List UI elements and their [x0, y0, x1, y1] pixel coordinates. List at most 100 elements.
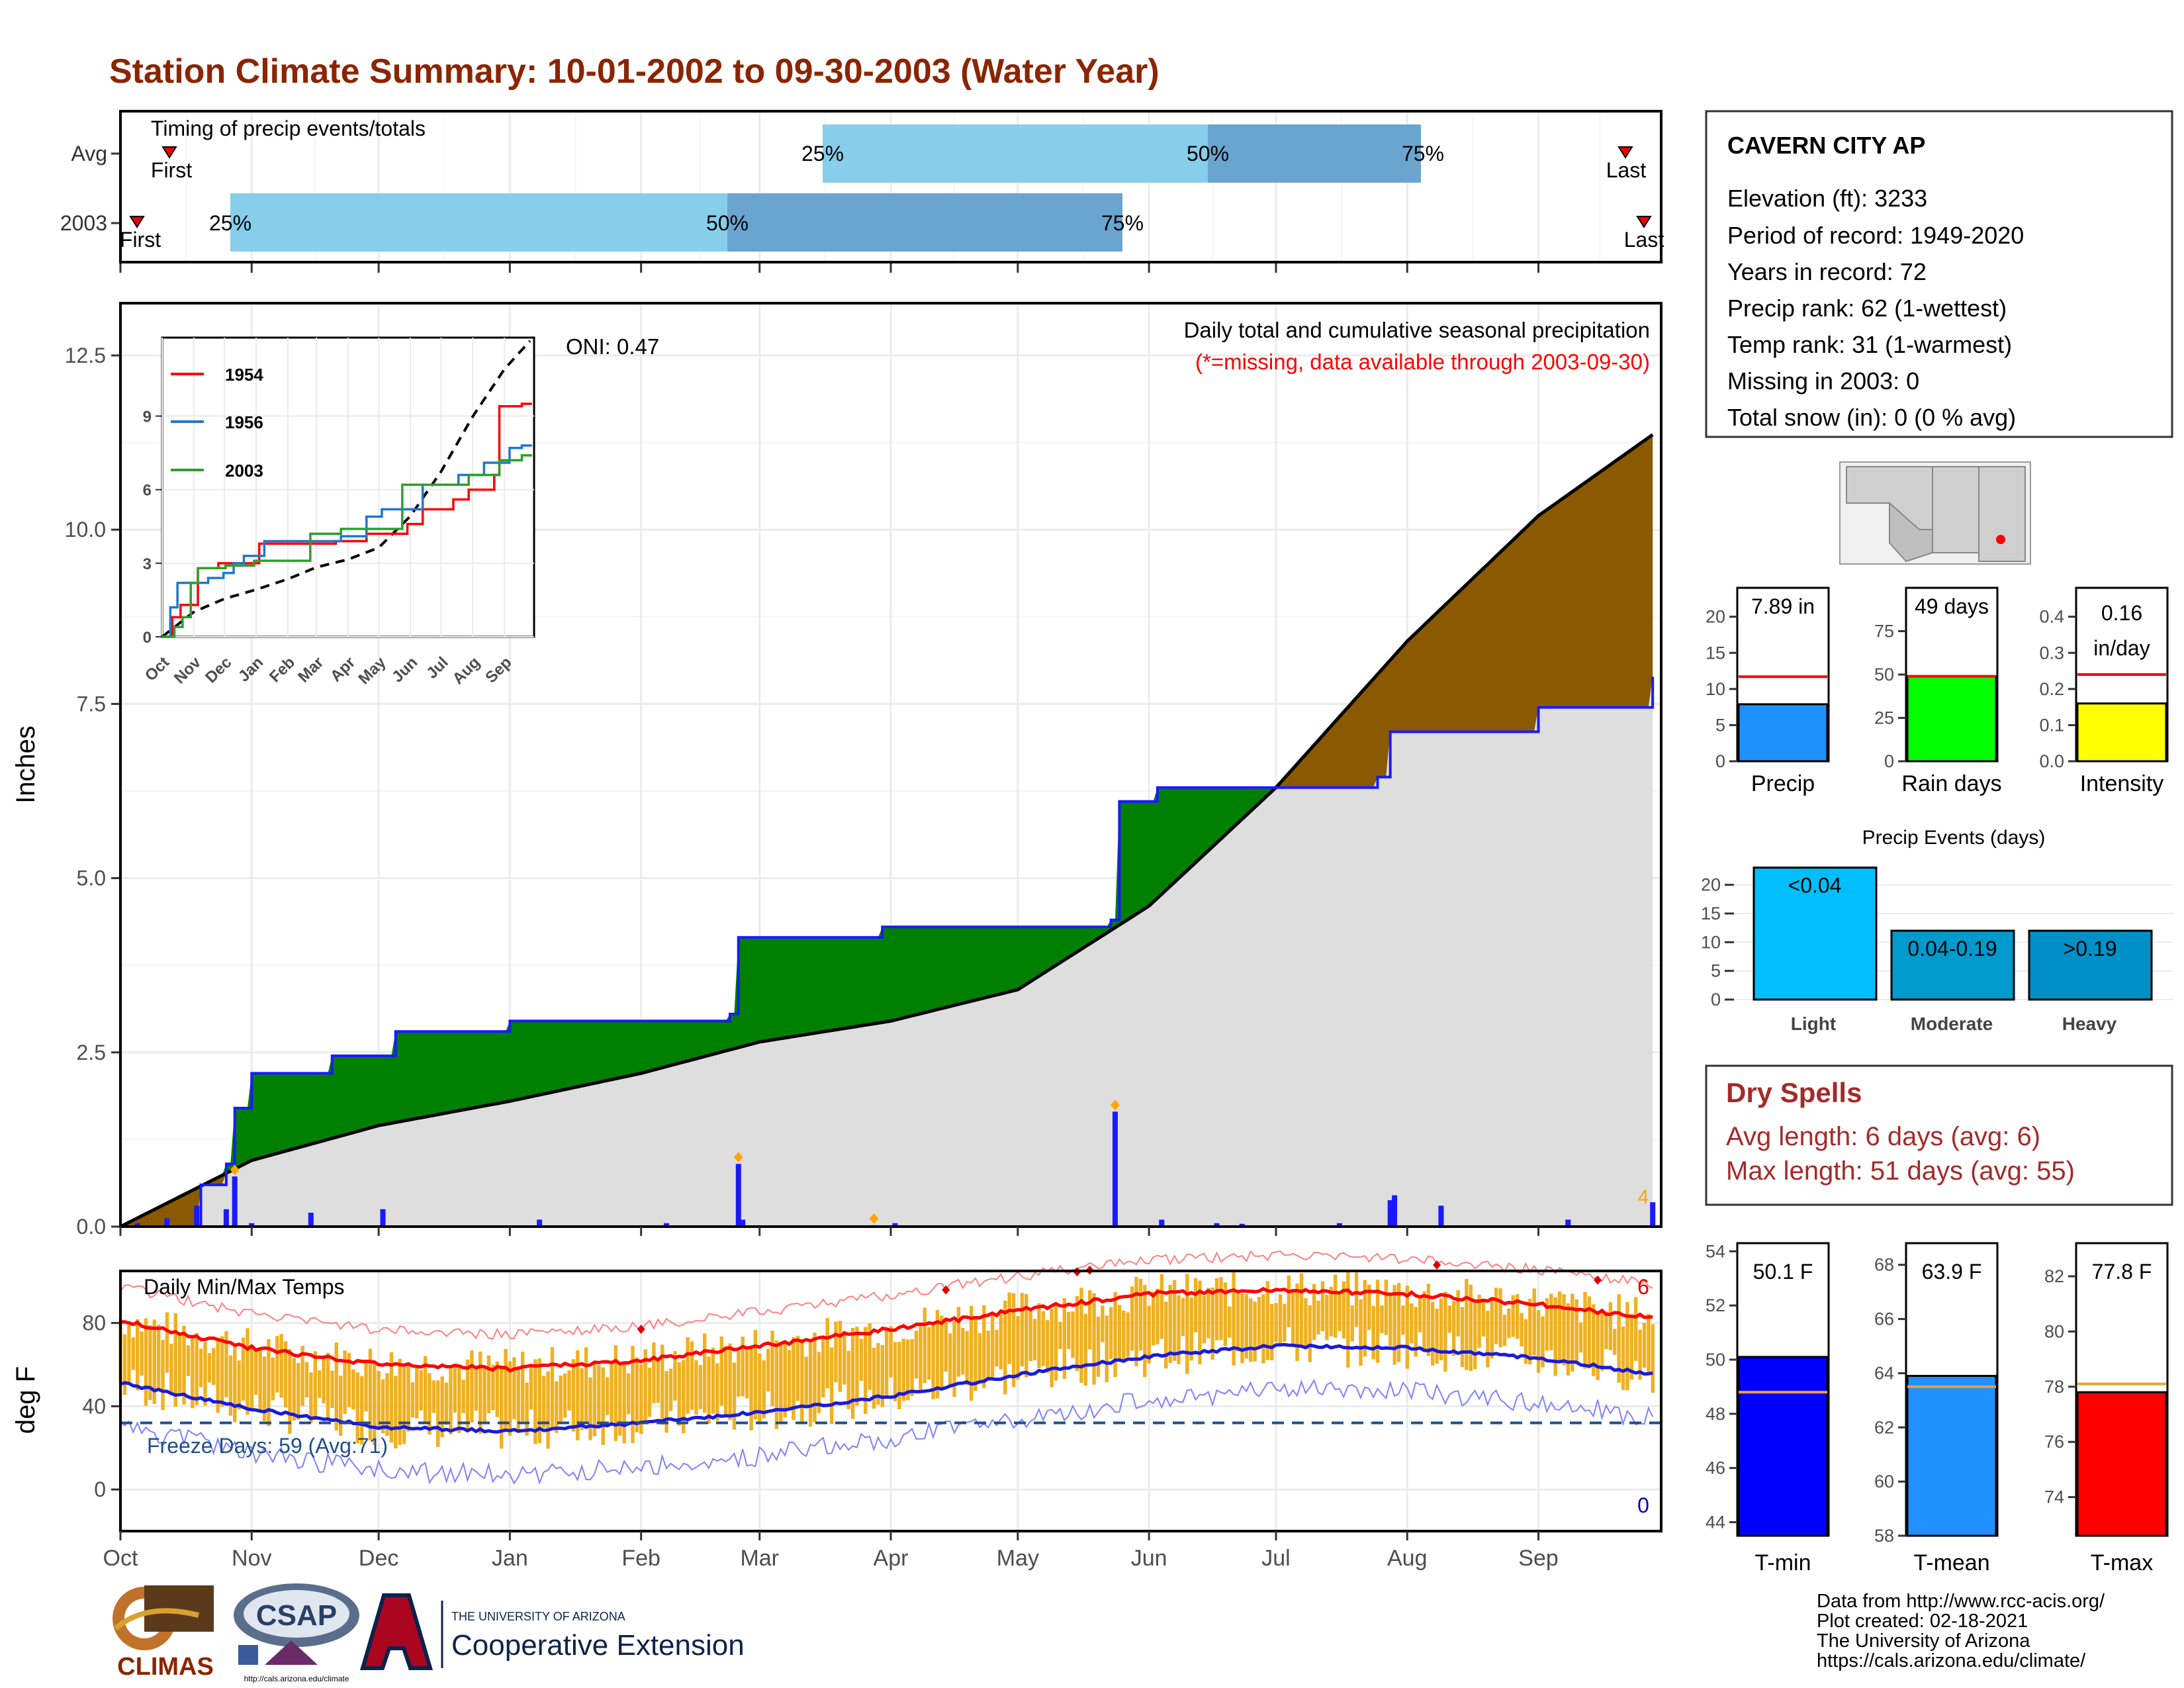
ua-small-text: THE UNIVERSITY OF ARIZONA [451, 1610, 625, 1623]
y-tick-label: 76 [2044, 1432, 2064, 1452]
y-tick-label: 20 [1706, 607, 1725, 627]
daily-precip-bar [134, 1223, 140, 1227]
precip-events-title: Precip Events (days) [1862, 827, 2046, 849]
daily-temp-bar [723, 1347, 728, 1415]
daily-temp-bar [1452, 1301, 1456, 1356]
daily-temp-bar [978, 1333, 982, 1383]
precip-x-ticks [119, 1227, 1540, 1236]
daily-temp-bar [774, 1340, 779, 1429]
daily-temp-bar [1520, 1313, 1524, 1347]
y-tick-label: 60 [1874, 1472, 1894, 1491]
daily-temp-bar [749, 1347, 753, 1430]
daily-temp-bar [626, 1373, 631, 1415]
daily-precip-bar [892, 1223, 898, 1227]
timing-avg-p25: 25% [801, 142, 844, 165]
daily-temp-bar [647, 1368, 652, 1417]
precip-events-bar-label: >0.19 [2064, 937, 2117, 961]
daily-temp-bar [804, 1356, 808, 1407]
daily-temp-bar [999, 1313, 1003, 1370]
temp-x-tick-label: Dec [359, 1546, 398, 1571]
footer-university: The University of Arizona [1817, 1630, 2030, 1652]
precip-y-tick-label: 2.5 [77, 1041, 106, 1064]
daily-temp-bar [940, 1315, 944, 1391]
daily-temp-bar [1456, 1289, 1460, 1336]
precip-y-tick-label: 7.5 [77, 692, 106, 716]
university-of-arizona-logo: THE UNIVERSITY OF ARIZONA Cooperative Ex… [360, 1593, 745, 1670]
daily-temp-bar [664, 1371, 668, 1433]
temp-x-tick-label: Nov [232, 1546, 271, 1571]
daily-temp-bar [491, 1364, 495, 1411]
daily-temp-bar [682, 1360, 686, 1434]
inset-legend-1956: 1956 [225, 412, 263, 432]
daily-temp-bar [1562, 1294, 1566, 1366]
daily-temp-bar [228, 1355, 233, 1416]
daily-temp-bar [140, 1331, 144, 1376]
precip-total-y-axis: 0 5 10 15 20 [1706, 607, 1737, 771]
daily-temp-bar [246, 1328, 250, 1415]
daily-temp-bar [1232, 1270, 1236, 1366]
daily-temp-bar [368, 1348, 373, 1441]
daily-precip-bar [1239, 1223, 1245, 1227]
daily-temp-bar [1046, 1320, 1050, 1374]
daily-temp-bar [220, 1336, 224, 1407]
daily-temp-bar [127, 1323, 131, 1385]
daily-temp-bar [461, 1380, 465, 1413]
daily-temp-bar [1617, 1294, 1621, 1383]
daily-temp-bar [1426, 1284, 1431, 1356]
daily-temp-bar [1058, 1321, 1062, 1349]
daily-temp-bar [1067, 1311, 1071, 1350]
precip-total-chart: 7.89 in 0 5 10 15 20 Precip [1706, 586, 1830, 796]
daily-temp-bar [1570, 1293, 1574, 1372]
y-tick-label: 78 [2044, 1377, 2064, 1397]
csap-url: http://cals.arizona.edu/climate [244, 1674, 349, 1683]
daily-temp-bar [1405, 1286, 1410, 1369]
timing-avg-first-label: First [151, 158, 192, 182]
daily-temp-bar [1202, 1295, 1206, 1344]
timing-2003-first-marker [129, 216, 145, 228]
daily-temp-bar [808, 1338, 813, 1427]
daily-temp-bar [766, 1348, 770, 1392]
daily-temp-bar [1651, 1324, 1655, 1393]
y-tick-label: 66 [1874, 1309, 1894, 1329]
daily-temp-bar [322, 1357, 326, 1404]
daily-temp-bar [1185, 1274, 1189, 1374]
daily-temp-bar [961, 1328, 965, 1375]
precip-events-cat-heavy: Heavy [2062, 1013, 2117, 1034]
daily-temp-bar [1418, 1295, 1422, 1333]
precip-y-axis-label: Inches [11, 726, 40, 804]
precip-y-axis: 0.0 2.5 5.0 7.5 10.0 12.5 [65, 344, 120, 1239]
station-missing: Missing in 2003: 0 [1727, 367, 1919, 395]
daily-temp-bar [1087, 1290, 1092, 1350]
temp-y-axis-label: deg F [11, 1366, 40, 1434]
inset-y-tick-label: 0 [143, 629, 152, 647]
daily-temp-bar [1401, 1305, 1405, 1335]
daily-temp-bar [897, 1341, 901, 1409]
daily-temp-bar [428, 1373, 432, 1435]
daily-temp-bar [165, 1312, 169, 1373]
inset-legend-2003: 2003 [225, 461, 263, 481]
daily-temp-bar [1160, 1274, 1164, 1339]
daily-precip-bars [134, 1100, 1656, 1227]
daily-temp-bar [1164, 1301, 1168, 1369]
daily-temp-bar [1592, 1304, 1596, 1376]
temp-x-tick-label: Jan [492, 1546, 528, 1571]
daily-temp-bar [186, 1345, 191, 1376]
daily-temp-bar [457, 1364, 461, 1433]
daily-temp-bar [614, 1345, 618, 1441]
daily-temp-bar [122, 1334, 127, 1395]
y-tick-label: 50 [1874, 665, 1894, 684]
daily-temp-bar [618, 1363, 622, 1436]
timing-2003-first-label: First [120, 228, 161, 252]
daily-temp-bar [905, 1339, 910, 1401]
tmax-value: 77.8 F [2092, 1260, 2152, 1284]
daily-temp-bar [275, 1336, 279, 1393]
events-y-tick-label: 0 [1711, 990, 1721, 1009]
daily-temp-bar [1228, 1306, 1232, 1338]
daily-temp-bar [567, 1370, 571, 1411]
daily-temp-bar [779, 1342, 783, 1425]
daily-temp-bar [1359, 1299, 1363, 1366]
daily-temp-bar [1566, 1303, 1570, 1376]
daily-temp-bar [1193, 1278, 1198, 1333]
daily-temp-bar [576, 1350, 580, 1440]
daily-temp-bar [758, 1353, 762, 1423]
